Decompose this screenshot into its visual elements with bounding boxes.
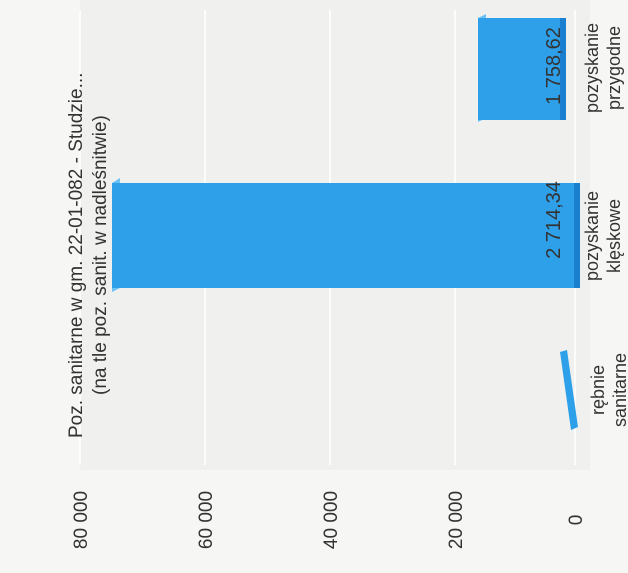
category-label-line2: klęskowe xyxy=(604,199,624,273)
bar-edge xyxy=(574,183,580,288)
category-label-line1: pozyskanie xyxy=(582,191,602,281)
data-label: 1 758,62 xyxy=(543,27,565,105)
data-labels: 2 714,34 1 758,62 xyxy=(543,27,565,259)
bars xyxy=(112,14,580,430)
value-axis-ticks: 0 20 000 40 000 60 000 80 000 xyxy=(71,491,587,549)
bar xyxy=(560,350,578,430)
value-tick-label: 0 xyxy=(566,515,587,526)
category-label-line2: przygodne xyxy=(604,26,624,110)
chart-title-line2: (na tle poz. sanit. w nadleśnitwie) xyxy=(90,115,111,395)
chart-title-line1: Poz. sanitarne w gm. 22-01-082 - Studzie… xyxy=(66,73,87,438)
value-tick-label: 80 000 xyxy=(71,491,92,549)
value-tick-label: 40 000 xyxy=(321,491,342,549)
category-label-line2: sanitarne xyxy=(610,353,628,427)
value-tick-label: 20 000 xyxy=(446,491,467,549)
bar xyxy=(478,18,566,120)
value-tick-label: 60 000 xyxy=(196,491,217,549)
bar-edge xyxy=(560,18,566,120)
data-label: 2 714,34 xyxy=(543,181,565,259)
category-label-line1: rębnie xyxy=(588,365,608,415)
category-label-line1: pozyskanie xyxy=(582,23,602,113)
bar xyxy=(112,183,580,288)
